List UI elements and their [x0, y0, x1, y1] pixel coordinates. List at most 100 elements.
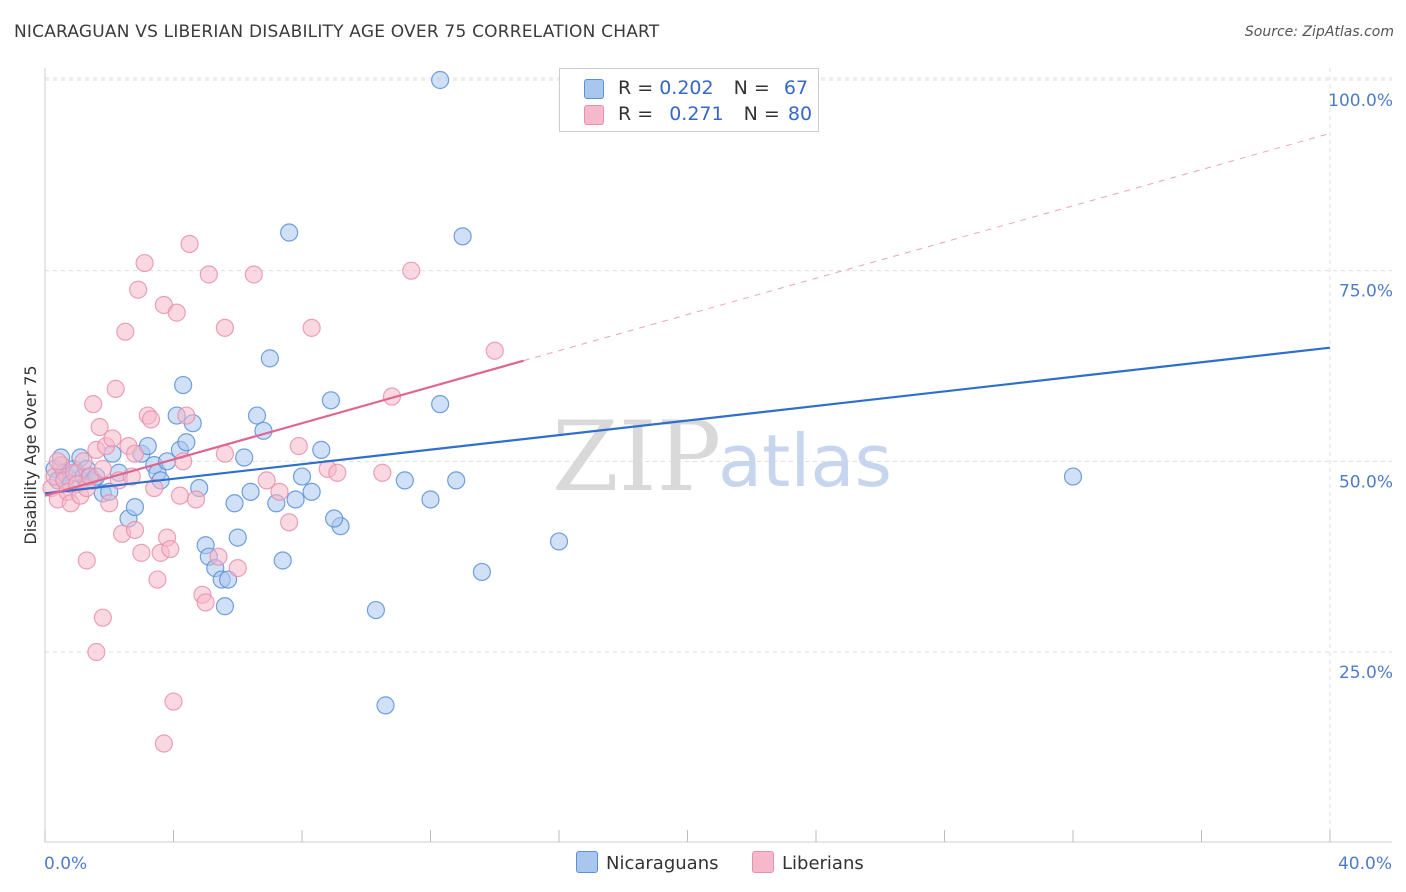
- liberian-point: [244, 265, 263, 284]
- liberian-point: [167, 303, 186, 322]
- chart-title: NICARAGUAN VS LIBERIAN DISABILITY AGE OV…: [14, 22, 660, 42]
- source-label: Source: ZipAtlas.com: [1244, 24, 1394, 40]
- y-axis-label: Disability Age Over 75: [21, 365, 40, 544]
- liberian-point: [199, 265, 218, 284]
- y-tick-label: 75.0%: [1339, 282, 1393, 302]
- liberian-point: [129, 280, 148, 299]
- legend-n-value: 80: [787, 103, 813, 125]
- nicaraguan-point: [280, 223, 299, 242]
- liberian-point: [132, 543, 151, 562]
- nicaraguan-point: [241, 482, 260, 501]
- legend-row-nicaraguans: R = 0.202 N = 67: [584, 77, 809, 99]
- nicaraguan-point: [549, 532, 569, 551]
- y-tick-label: 50.0%: [1339, 472, 1393, 492]
- liberian-point: [106, 379, 125, 398]
- nicaraguan-point: [1063, 467, 1083, 486]
- liberian-point: [84, 395, 103, 414]
- legend-r-label: R =: [618, 103, 654, 125]
- legend-label-liberians: Liberians: [782, 853, 864, 874]
- nicaraguan-point: [228, 528, 247, 547]
- legend-n-label: N =: [743, 103, 780, 125]
- y-tick-label: 100.0%: [1328, 91, 1393, 111]
- nicaraguan-point: [273, 551, 292, 570]
- watermark-atlas: atlas: [718, 419, 892, 503]
- liberian-trend-line-extension: [523, 132, 1331, 362]
- nicaraguan-point: [421, 490, 440, 509]
- liberian-point: [270, 482, 289, 501]
- points-layer: [42, 70, 1083, 753]
- x-tick-right: 40.0%: [1338, 854, 1392, 874]
- legend-row-liberians: R = 0.271 N = 80: [584, 103, 813, 125]
- liberian-point: [373, 463, 392, 482]
- liberian-point: [402, 261, 421, 280]
- liberian-point: [289, 436, 308, 456]
- liberian-point: [135, 253, 154, 273]
- liberian-point: [116, 322, 135, 341]
- liberian-point: [125, 520, 145, 540]
- nicaraguan-point: [325, 509, 344, 528]
- liberian-point: [257, 471, 276, 490]
- correlation-legend: R = 0.202 N = 67 R = 0.271 N = 80: [559, 68, 819, 132]
- liberian-point: [215, 444, 234, 463]
- nicaraguan-point: [247, 406, 267, 425]
- nicaraguan-point: [366, 600, 385, 620]
- nicaraguan-point: [260, 349, 279, 368]
- grid-layer: [45, 68, 1392, 842]
- watermark-zip: ZIP: [552, 401, 721, 513]
- axis-layer: 25.0% 50.0% 75.0% 100.0%: [44, 68, 1393, 843]
- nicaraguan-point: [376, 696, 395, 715]
- liberian-point: [125, 444, 145, 463]
- liberian-point: [103, 429, 122, 448]
- liberian-point: [77, 551, 96, 570]
- legend-n-value: 67: [783, 77, 809, 99]
- liberian-point: [302, 318, 321, 337]
- nicaraguan-trend-line: [44, 346, 1331, 495]
- liberian-point: [485, 341, 504, 360]
- liberian-point: [141, 410, 161, 429]
- bottom-legend-liberians: Liberians: [752, 851, 864, 874]
- liberian-point: [280, 513, 299, 532]
- liberian-point: [90, 417, 109, 437]
- trend-layer: [44, 132, 1331, 497]
- liberian-point: [196, 593, 215, 612]
- liberian-point: [170, 486, 190, 505]
- nicaraguan-point: [292, 467, 312, 486]
- legend-swatch-nicaraguans: [576, 851, 598, 873]
- nicaraguan-point: [235, 448, 254, 467]
- nicaraguan-point: [302, 482, 321, 501]
- liberian-point: [328, 463, 347, 482]
- nicaraguan-point: [312, 440, 331, 459]
- nicaraguan-point: [321, 391, 341, 410]
- liberian-point: [93, 459, 112, 479]
- legend-swatch-pink: [584, 105, 604, 125]
- liberian-point: [161, 539, 180, 559]
- nicaraguan-point: [431, 395, 450, 414]
- legend-r-value: 0.202: [659, 77, 714, 99]
- bottom-legend-nicaraguans: Nicaraguans: [576, 851, 718, 874]
- legend-swatch-liberians: [752, 851, 774, 873]
- legend-r-value: 0.271: [669, 103, 724, 125]
- liberian-point: [177, 406, 196, 425]
- liberian-point: [87, 642, 106, 662]
- liberian-point: [164, 692, 183, 711]
- liberian-point: [148, 570, 167, 589]
- liberian-point: [228, 559, 247, 578]
- legend-r-label: R =: [618, 77, 654, 99]
- liberian-point: [74, 452, 93, 471]
- legend-label-nicaraguans: Nicaraguans: [606, 853, 719, 874]
- nicaraguan-point: [286, 490, 305, 509]
- legend-n-label: N =: [733, 77, 770, 99]
- nicaraguan-point: [174, 375, 193, 395]
- nicaraguan-point: [225, 494, 244, 513]
- y-tick-label: 25.0%: [1339, 663, 1393, 683]
- nicaraguan-point: [215, 597, 234, 616]
- nicaraguan-point: [447, 471, 466, 490]
- liberian-point: [180, 234, 199, 254]
- liberian-point: [145, 478, 164, 498]
- nicaraguan-point: [431, 70, 450, 90]
- nicaraguan-point: [453, 227, 472, 246]
- nicaraguan-point: [177, 433, 196, 452]
- nicaraguan-point: [125, 497, 145, 517]
- liberian-trend-line: [44, 359, 524, 497]
